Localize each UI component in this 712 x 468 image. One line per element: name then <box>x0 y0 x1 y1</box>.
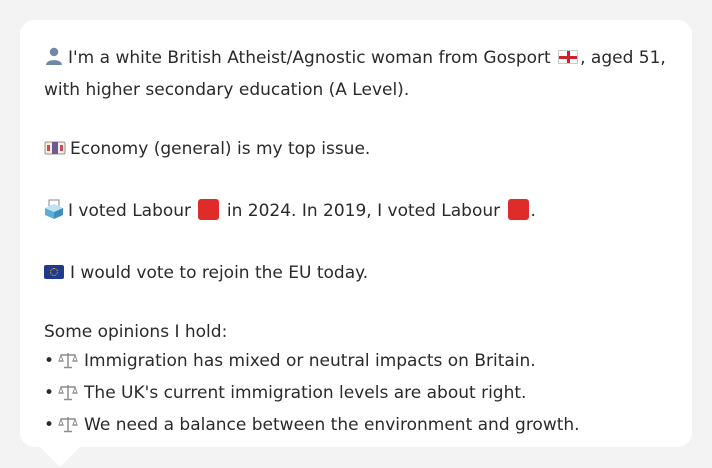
eu-flag-icon <box>44 265 64 279</box>
vote-end-punctuation: . <box>530 201 536 221</box>
balance-scale-icon <box>58 414 78 443</box>
opinions-heading: Some opinions I hold: <box>44 322 228 342</box>
persona-intro: I'm a white British Atheist/Agnostic wom… <box>44 44 668 105</box>
persona-intro-text: I'm a white British Atheist/Agnostic wom… <box>68 48 551 68</box>
persona-education-text: with higher secondary education (A Level… <box>44 80 410 100</box>
opinion-item: • Immigration has mixed or neutral impac… <box>44 347 668 379</box>
bullet-point: • <box>44 351 55 371</box>
ballot-box-icon <box>44 199 64 229</box>
person-icon <box>44 46 64 76</box>
england-flag-icon <box>558 50 579 64</box>
balance-scale-icon <box>58 382 78 411</box>
top-issue-text: Economy (general) is my top issue. <box>70 139 371 159</box>
persona-message-bubble: I'm a white British Atheist/Agnostic wom… <box>20 20 692 447</box>
labour-2019-square-icon <box>507 199 529 220</box>
opinion-text: Immigration has mixed or neutral impacts… <box>84 351 536 371</box>
opinion-item: • The UK's current immigration levels ar… <box>44 379 668 411</box>
voting-history-paragraph: I voted Labour in 2024. In 2019, I voted… <box>44 197 668 229</box>
opinions-section: Some opinions I hold: • Immigration has … <box>44 318 668 443</box>
vote-2019-text: in 2024. In 2019, I voted Labour <box>226 201 501 221</box>
opinion-item: • We need a balance between the environm… <box>44 411 668 443</box>
bullet-point: • <box>44 383 55 403</box>
top-issue-paragraph: Economy (general) is my top issue. <box>44 135 668 167</box>
vote-2024-text: I voted Labour <box>68 201 192 221</box>
bullet-point: • <box>44 415 55 435</box>
banknote-icon <box>44 138 66 167</box>
opinion-text: The UK's current immigration levels are … <box>84 383 527 403</box>
persona-intro-line-1: I'm a white British Atheist/Agnostic wom… <box>44 44 668 76</box>
bubble-tail <box>40 447 80 467</box>
persona-age-text: , aged 51, <box>580 48 666 68</box>
eu-stance-text: I would vote to rejoin the EU today. <box>70 263 369 283</box>
labour-2024-square-icon <box>198 199 220 220</box>
opinion-text: We need a balance between the environmen… <box>84 415 580 435</box>
eu-paragraph: I would vote to rejoin the EU today. <box>44 259 668 288</box>
balance-scale-icon <box>58 350 78 379</box>
